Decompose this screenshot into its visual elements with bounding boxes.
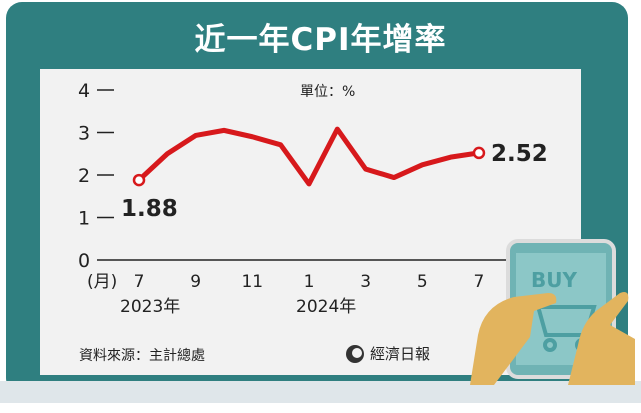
x-axis-unit-label: (月) — [87, 272, 117, 292]
data-point-marker — [132, 173, 146, 187]
x-tick-label: 11 — [241, 272, 263, 292]
y-tick-label: 3 — [78, 123, 90, 145]
y-tick-label: 4 — [78, 80, 90, 102]
y-tick-label: 2 — [78, 165, 90, 187]
chart-title: 近一年CPI年增率 — [194, 22, 447, 58]
x-tick-label: 3 — [360, 272, 371, 292]
data-label-end: 2.52 — [491, 141, 548, 167]
right-hand — [568, 292, 635, 385]
publisher-logo: 經濟日報 — [346, 343, 430, 364]
y-tick-label: 0 — [78, 250, 90, 272]
buy-text: BUY — [531, 268, 577, 292]
year-label: 2023年 — [120, 297, 180, 317]
y-tick-label: 1 — [78, 208, 90, 230]
x-tick-label: 5 — [417, 272, 428, 292]
publisher-icon — [346, 344, 364, 363]
x-tick-label: 7 — [134, 272, 145, 292]
source-text: 資料來源：主計總處 — [79, 348, 205, 364]
x-tick-label: 9 — [190, 272, 201, 292]
left-hand — [470, 293, 557, 385]
x-tick-label: 1 — [304, 272, 315, 292]
laptop-base — [0, 381, 641, 403]
cpi-series-line — [136, 126, 482, 187]
data-label-start: 1.88 — [121, 196, 178, 222]
shopping-hand-illustration: BUY — [470, 239, 635, 385]
x-tick-label: 7 — [474, 272, 485, 292]
data-point-marker — [472, 146, 486, 160]
year-label: 2024年 — [296, 297, 356, 317]
publisher-name: 經濟日報 — [370, 345, 431, 363]
unit-label: 單位：% — [300, 84, 356, 100]
